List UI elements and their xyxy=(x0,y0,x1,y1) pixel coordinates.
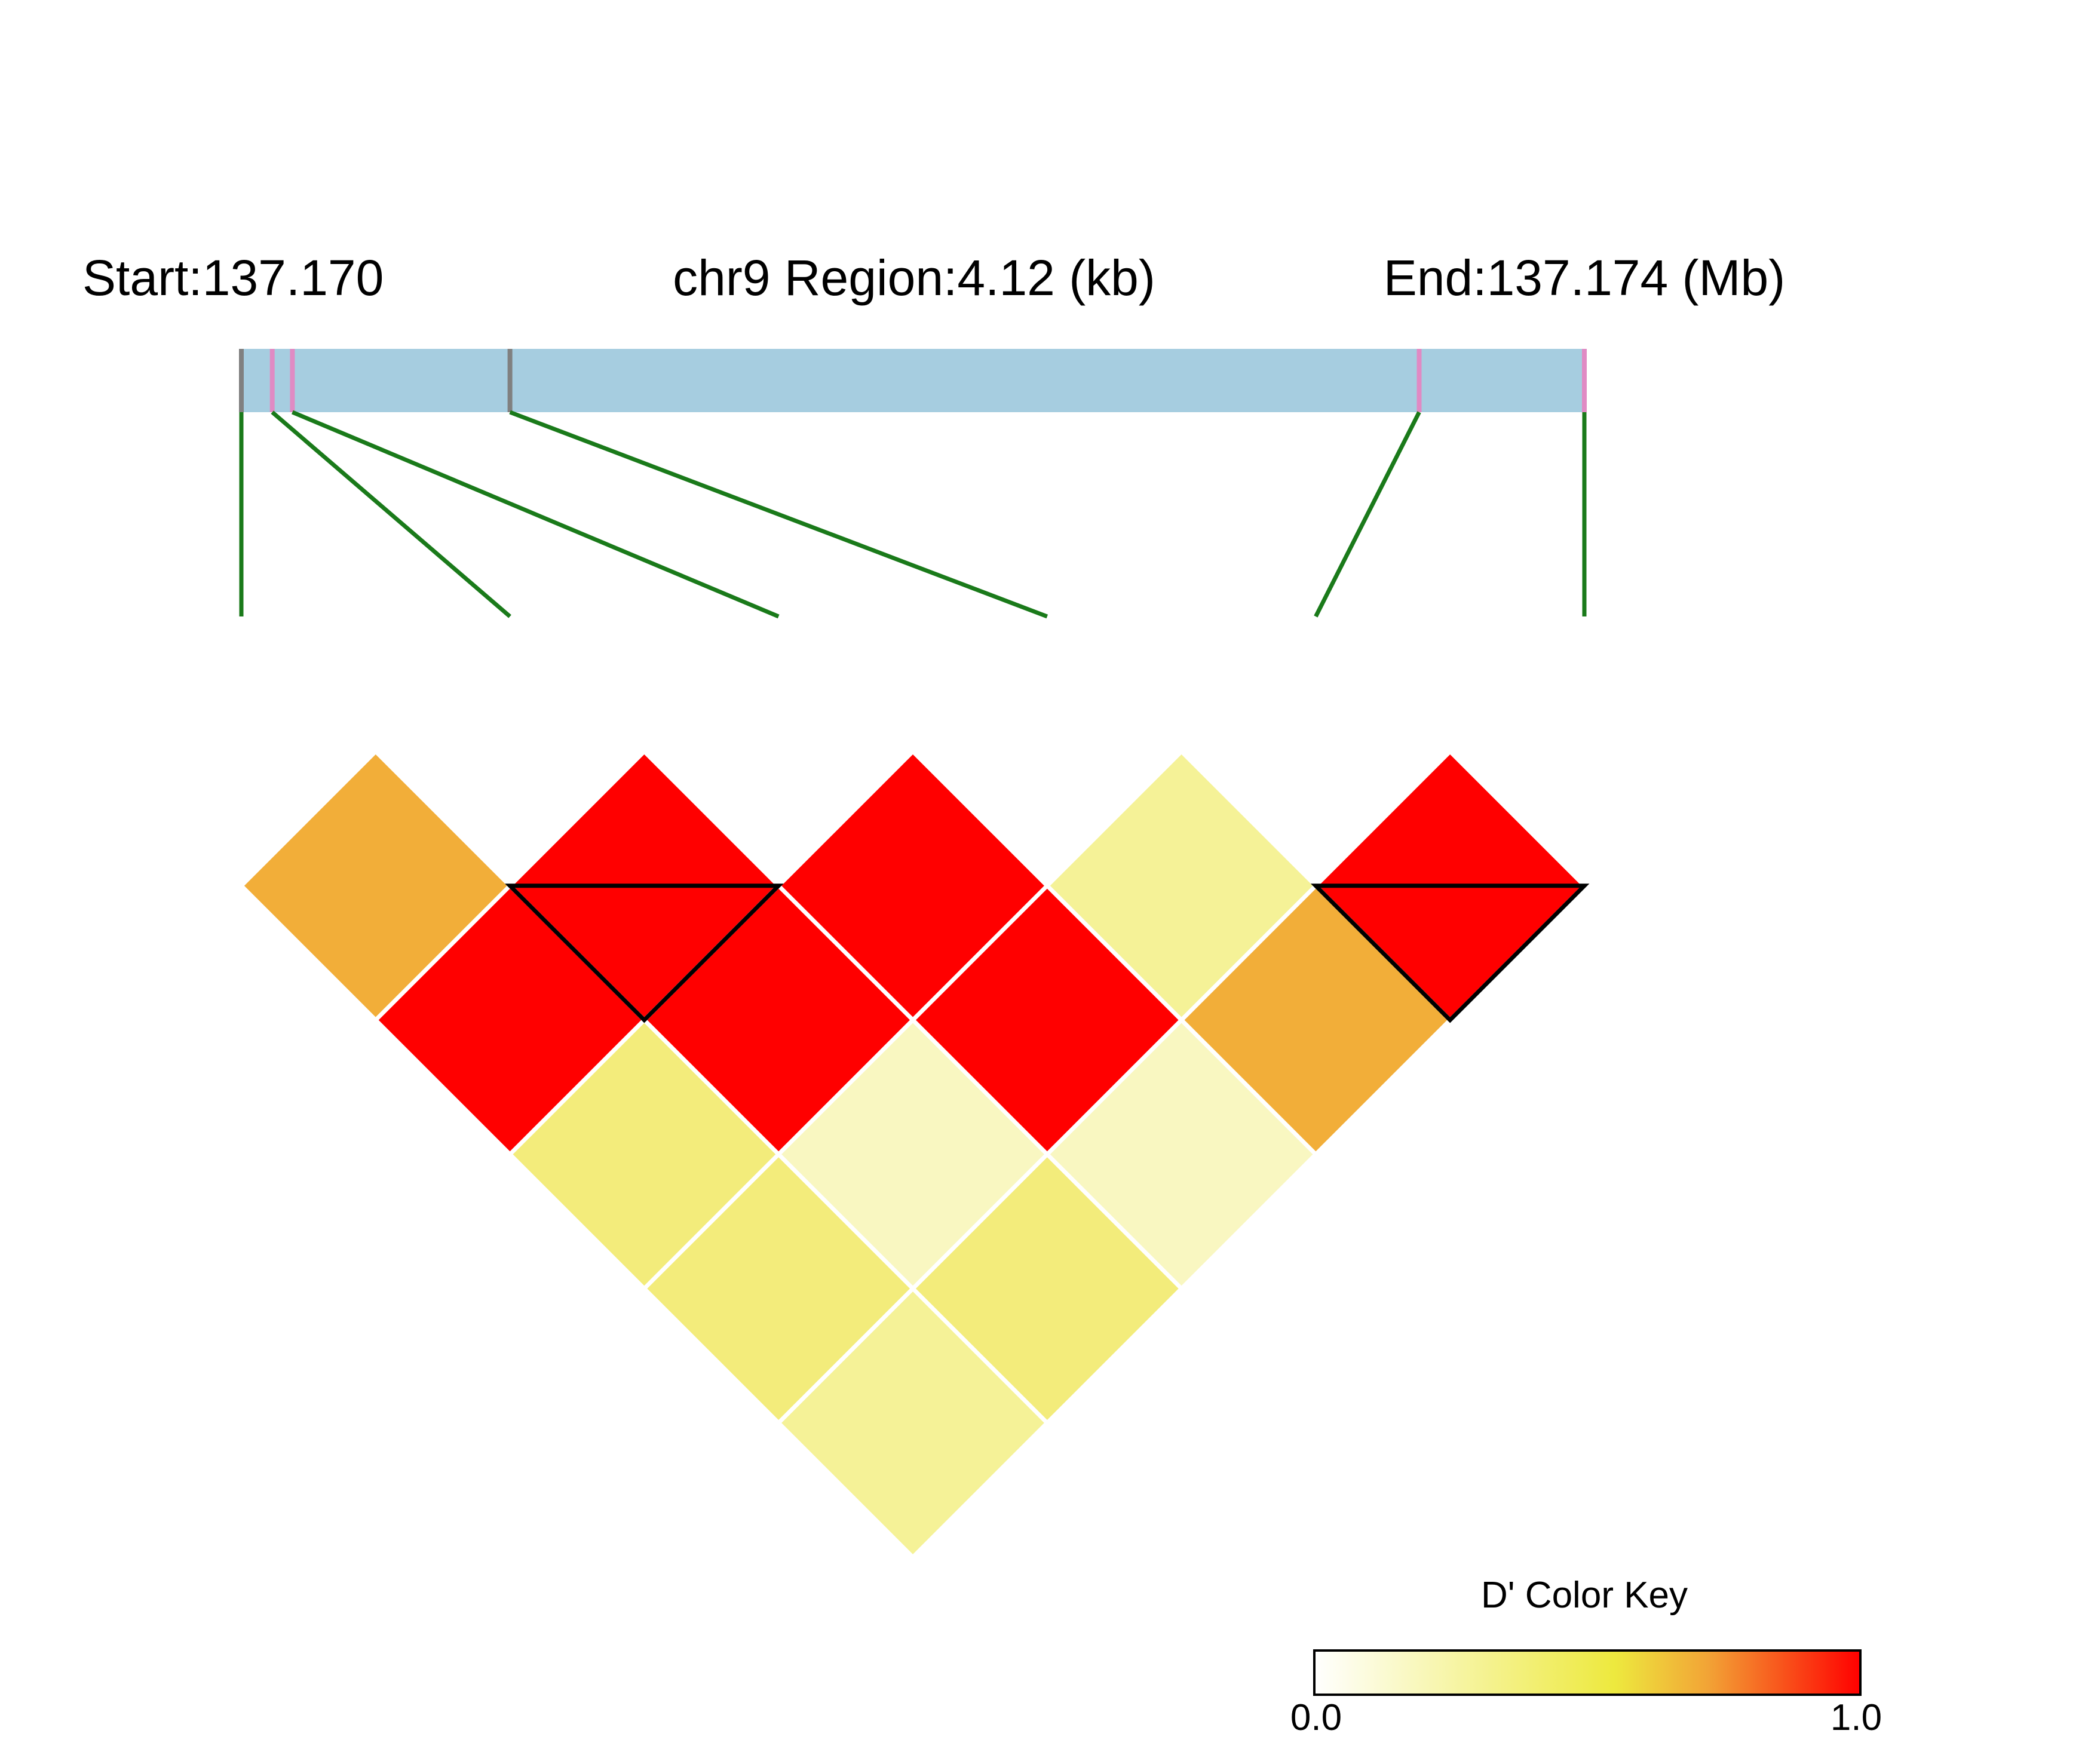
snp-connector-line xyxy=(509,410,1048,619)
ld-cells xyxy=(238,748,1587,1560)
ld-cell xyxy=(775,1286,1050,1560)
color-key-bar xyxy=(1313,1649,1862,1696)
snp-connector-line xyxy=(271,410,511,618)
snp-position-track xyxy=(239,349,1587,412)
color-key-max-label: 1.0 xyxy=(1830,1697,1882,1738)
snp-connector-line xyxy=(1314,411,1421,618)
end-label: End:137.174 (Mb) xyxy=(1384,250,1785,306)
snp-connector-line xyxy=(292,410,780,619)
ld-block-outlines xyxy=(505,883,1590,1023)
color-key-title: D' Color Key xyxy=(1481,1575,1688,1616)
color-key-min-label: 0.0 xyxy=(1290,1697,1342,1738)
ld-block-outline xyxy=(505,883,784,1023)
region-label: chr9 Region:4.12 (kb) xyxy=(673,250,1155,306)
color-key: D' Color Key 0.0 1.0 xyxy=(1290,1575,1882,1738)
ld-block-outline xyxy=(1310,883,1590,1023)
region-track-bar xyxy=(241,349,1584,412)
start-label: Start:137.170 xyxy=(82,250,384,306)
snp-connector-lines xyxy=(239,410,1587,619)
